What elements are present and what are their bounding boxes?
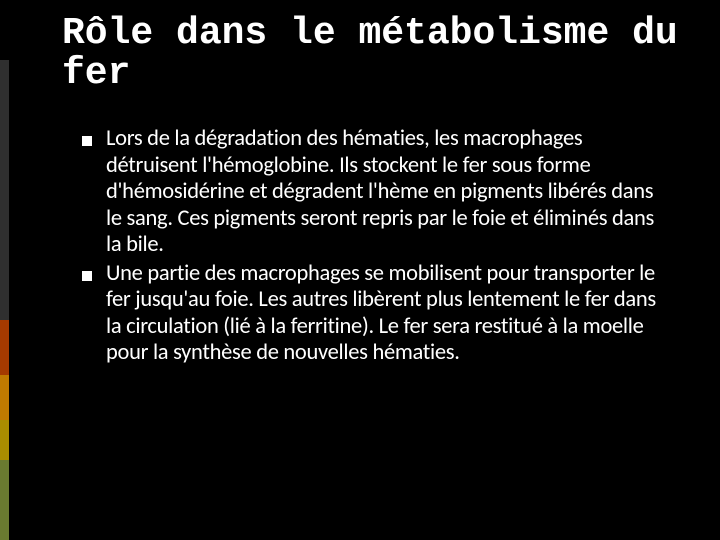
accent-segment bbox=[0, 60, 9, 320]
accent-segment bbox=[0, 320, 9, 375]
accent-segment bbox=[0, 420, 9, 460]
accent-bar bbox=[0, 0, 9, 540]
bullet-item: Lors de la dégradation des hématies, les… bbox=[82, 126, 672, 259]
bullet-item: Une partie des macrophages se mobilisent… bbox=[82, 261, 672, 367]
slide-content: Lors de la dégradation des hématies, les… bbox=[82, 126, 672, 369]
accent-segment bbox=[0, 375, 9, 420]
slide-title: Rôle dans le métabolisme du fer bbox=[62, 14, 682, 94]
bullet-marker-icon bbox=[82, 136, 92, 146]
bullet-marker-icon bbox=[82, 271, 92, 281]
accent-segment bbox=[0, 460, 9, 540]
accent-segment bbox=[0, 0, 9, 60]
bullet-text: Une partie des macrophages se mobilisent… bbox=[106, 261, 672, 367]
bullet-text: Lors de la dégradation des hématies, les… bbox=[106, 126, 672, 259]
